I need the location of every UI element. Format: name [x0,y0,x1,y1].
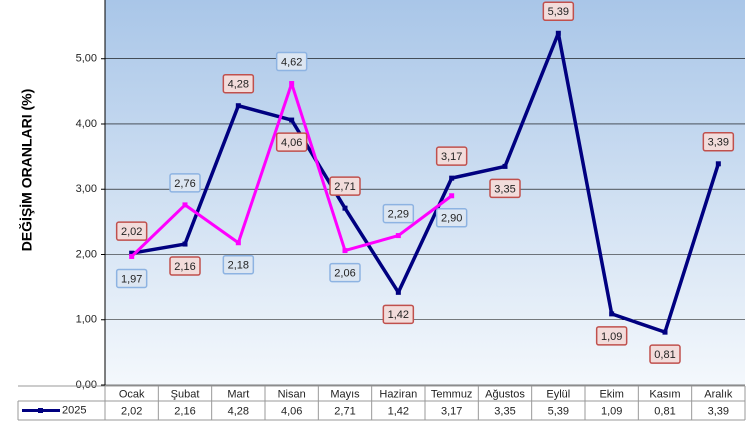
point-marker [395,289,401,295]
data-label: 1,97 [121,273,142,285]
label-box [649,344,681,364]
point-marker [342,248,348,254]
data-label: 2,76 [174,178,195,190]
data-label: 3,35 [494,183,515,195]
x-tick-label: Mart [227,388,249,400]
table-value: 4,28 [228,405,249,417]
point-marker [342,205,348,211]
data-label: 3,39 [708,137,729,149]
table-value: 3,17 [441,405,462,417]
data-label: 2,90 [441,213,462,225]
x-tick-label: Ekim [599,388,623,400]
x-tick-label: Eylül [546,388,570,400]
data-label: 1,09 [601,331,622,343]
point-marker [715,161,721,167]
label-box [275,51,308,72]
data-label: 1,42 [388,309,409,321]
data-label: 2,29 [388,208,409,220]
y-axis-label: DEĞİŞİM ORANLARI (%) [18,89,35,252]
data-label: 5,39 [548,6,569,18]
data-label: 2,06 [334,267,355,279]
point-marker [662,329,668,335]
label-box [169,256,201,276]
table-value: 0,81 [654,405,675,417]
label-box [329,176,361,196]
y-tick-label: 3,00 [76,183,97,195]
table-value: 5,39 [548,405,569,417]
table-value: 1,09 [601,405,622,417]
label-box [702,132,735,152]
data-label: 2,18 [228,260,249,272]
point-marker [289,81,295,87]
point-marker [182,202,188,208]
label-box [222,254,255,275]
x-tick-label: Temmuz [431,388,473,400]
point-marker [129,250,135,256]
table-value: 2,16 [174,405,195,417]
y-tick-label: 0,00 [76,379,97,391]
x-tick-label: Aralık [704,388,733,400]
table-value: 4,06 [281,405,302,417]
x-tick-label: Ocak [119,388,145,400]
point-marker [555,30,561,36]
data-label: 2,16 [174,261,195,273]
table-value: 2,02 [121,405,142,417]
point-marker [289,117,295,123]
label-box [435,146,468,166]
series-line [131,31,721,334]
label-box [115,268,148,289]
point-marker [609,311,615,317]
data-label: 2,02 [121,226,142,238]
x-tick-label: Ağustos [485,388,525,400]
label-box [542,1,575,22]
legend-marker [38,408,43,413]
data-label: 3,17 [441,151,462,163]
table-value: 2,71 [334,405,355,417]
table-value: 1,42 [388,405,409,417]
point-marker [502,163,508,169]
label-box [382,203,415,224]
point-marker [129,253,135,259]
plot-area [105,0,745,385]
x-tick-label: Nisan [278,388,306,400]
y-tick-label: 2,00 [76,248,97,260]
data-label: 4,28 [228,79,249,91]
x-tick-label: Mayıs [330,388,360,400]
point-marker [449,175,455,181]
label-box [329,262,361,283]
label-box [595,326,628,346]
label-box [115,221,148,241]
table-value: 3,35 [494,405,515,417]
point-marker [395,233,401,239]
data-label: 2,71 [334,181,355,193]
label-box [169,173,201,193]
label-box [435,208,468,228]
x-tick-label: Kasım [649,388,680,400]
label-box [222,73,255,94]
label-box [275,132,308,152]
data-label: 4,06 [281,137,302,149]
data-label: 0,81 [654,349,675,361]
point-marker [235,240,241,246]
data-label: 4,62 [281,56,302,68]
y-tick-label: 1,00 [76,314,97,326]
label-box [382,304,415,325]
y-tick-label: 5,00 [76,53,97,65]
table-value: 3,39 [708,405,729,417]
x-tick-label: Haziran [379,388,417,400]
point-marker [182,241,188,247]
legend-label: 2025 [62,404,86,416]
x-tick-label: Şubat [171,388,200,400]
y-tick-label: 4,00 [76,118,97,130]
point-marker [235,103,241,109]
label-box [489,178,521,199]
point-marker [449,193,455,199]
